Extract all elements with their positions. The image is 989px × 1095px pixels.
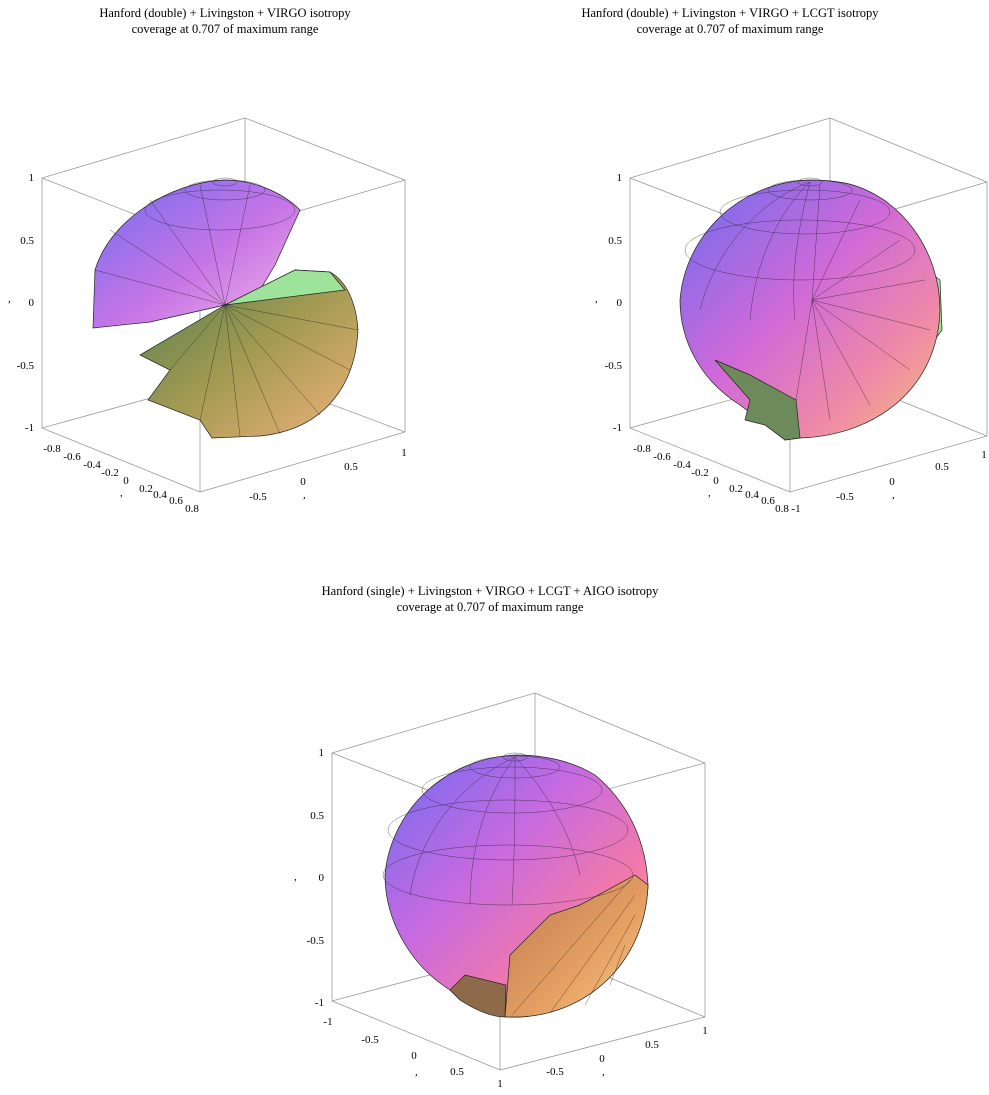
chart-2-x-tick-1: -0.8 bbox=[633, 443, 651, 455]
chart-1-title: Hanford (double) + Livingston + VIRGO is… bbox=[99, 6, 351, 20]
chart-1-z-tick-2: 0.5 bbox=[20, 235, 34, 247]
chart-3-y-tick-1: -0.5 bbox=[546, 1066, 564, 1078]
chart-2-z-tick-1: 1 bbox=[617, 172, 623, 184]
chart-2-z-ticks: 1 0.5 0 -0.5 -1 bbox=[605, 172, 623, 434]
chart-1-plot: 1 0.5 0 -0.5 -1 , -0.8 -0.6 -0.4 -0.2 0 … bbox=[8, 117, 407, 515]
chart-1-y-tick-1: -0.5 bbox=[249, 491, 267, 503]
chart-2-y-tick-2: -0.5 bbox=[836, 491, 854, 503]
chart-3-y-tick-4: 1 bbox=[702, 1025, 708, 1037]
chart-3-z-ticks: 1 0.5 0 -0.5 -1 bbox=[307, 747, 325, 1009]
chart-3-y-ticks: -0.5 0 0.5 1 bbox=[546, 1025, 707, 1078]
chart-panel-3: Hanford (single) + Livingston + VIRGO + … bbox=[250, 575, 750, 1095]
chart-2-mesh bbox=[684, 177, 931, 421]
chart-2-x-ticks: -0.8 -0.6 -0.4 -0.2 0 0.2 0.4 0.6 0.8 bbox=[633, 443, 789, 515]
chart-1-x-tick-1: -0.8 bbox=[43, 443, 61, 455]
chart-1-y-tick-4: 1 bbox=[401, 447, 407, 459]
chart-1-x-tick-8: 0.6 bbox=[169, 495, 183, 507]
chart-3-x-tick-2: -0.5 bbox=[361, 1034, 379, 1046]
chart-1-upper-lobe bbox=[92, 179, 301, 329]
chart-1-subtitle: coverage at 0.707 of maximum range bbox=[131, 22, 319, 36]
chart-1-green-sliver bbox=[224, 269, 346, 306]
chart-2-x-tick-2: -0.6 bbox=[653, 451, 671, 463]
chart-2-plot: 1 0.5 0 -0.5 -1 , -0.8 -0.6 -0.4 -0.2 0 … bbox=[595, 117, 988, 515]
chart-2-y-tick-5: 1 bbox=[981, 449, 987, 461]
chart-1-y-ticks: -0.5 0 0.5 1 bbox=[249, 447, 406, 503]
chart-3-z-tick-1: 1 bbox=[319, 747, 325, 759]
chart-3-y-tick-2: 0 bbox=[599, 1053, 605, 1065]
chart-2-y-tick-4: 0.5 bbox=[935, 461, 949, 473]
chart-2-y-tick-1: -1 bbox=[791, 503, 800, 515]
chart-3-mesh bbox=[382, 752, 636, 1016]
chart-3-y-tick-3: 0.5 bbox=[645, 1039, 659, 1051]
chart-2-lower-step bbox=[714, 359, 801, 441]
chart-3-dark-base bbox=[449, 974, 507, 1018]
chart-2-x-tick-3: -0.4 bbox=[673, 459, 691, 471]
chart-1-title-block: Hanford (double) + Livingston + VIRGO is… bbox=[75, 5, 375, 37]
chart-1-x-tick-2: -0.6 bbox=[63, 451, 81, 463]
chart-1-x-tick-9: 0.8 bbox=[185, 503, 199, 515]
chart-1-mesh bbox=[94, 177, 359, 437]
chart-1-x-label: , bbox=[120, 487, 123, 499]
chart-3-z-tick-4: -0.5 bbox=[307, 935, 325, 947]
chart-1-x-tick-6: 0.2 bbox=[139, 483, 153, 495]
chart-3-lower-lobe bbox=[504, 874, 649, 1018]
chart-3-surface bbox=[384, 754, 649, 1018]
chart-2-x-tick-9: 0.8 bbox=[775, 503, 789, 515]
chart-3-x-label: , bbox=[415, 1066, 418, 1078]
chart-2-x-tick-6: 0.2 bbox=[729, 483, 743, 495]
chart-2-surface bbox=[679, 179, 943, 441]
chart-panel-2: Hanford (double) + Livingston + VIRGO + … bbox=[500, 0, 989, 530]
chart-2-x-tick-7: 0.4 bbox=[745, 489, 759, 501]
chart-3-subtitle: coverage at 0.707 of maximum range bbox=[396, 600, 584, 614]
chart-1-y-tick-2: 0 bbox=[300, 476, 306, 488]
chart-2-x-tick-8: 0.6 bbox=[761, 495, 775, 507]
chart-1-z-tick-5: -1 bbox=[25, 422, 34, 434]
chart-3-z-tick-5: -1 bbox=[315, 997, 324, 1009]
chart-3-y-label: , bbox=[602, 1066, 605, 1078]
chart-2-z-tick-4: -0.5 bbox=[605, 360, 623, 372]
chart-1-z-tick-1: 1 bbox=[29, 172, 35, 184]
chart-1-x-tick-4: -0.2 bbox=[101, 467, 118, 479]
chart-2-x-label: , bbox=[708, 487, 711, 499]
chart-2-z-tick-3: 0 bbox=[617, 297, 623, 309]
chart-2-z-tick-5: -1 bbox=[613, 422, 622, 434]
chart-2-x-tick-4: -0.2 bbox=[691, 467, 708, 479]
chart-2-y-tick-3: 0 bbox=[889, 476, 895, 488]
chart-3-x-ticks: -1 -0.5 0 0.5 1 bbox=[323, 1016, 502, 1090]
chart-2-z-label: , bbox=[595, 293, 598, 305]
chart-1-x-ticks: -0.8 -0.6 -0.4 -0.2 0 0.2 0.4 0.6 0.8 bbox=[43, 443, 199, 515]
chart-1-z-ticks: 1 0.5 0 -0.5 -1 bbox=[17, 172, 35, 434]
chart-3-x-tick-1: -1 bbox=[323, 1016, 332, 1028]
chart-2-y-label: , bbox=[892, 489, 895, 501]
chart-3-z-label: , bbox=[294, 871, 297, 883]
chart-3-x-tick-3: 0 bbox=[411, 1050, 417, 1062]
chart-3-plot: 1 0.5 0 -0.5 -1 , -1 -0.5 0 0.5 1 , -0.5… bbox=[294, 692, 708, 1090]
chart-1-z-tick-3: 0 bbox=[29, 297, 35, 309]
chart-1-x-tick-5: 0 bbox=[123, 475, 129, 487]
chart-3-z-tick-3: 0 bbox=[319, 872, 325, 884]
chart-3-x-tick-4: 0.5 bbox=[450, 1066, 464, 1078]
chart-3-x-tick-5: 1 bbox=[497, 1078, 503, 1090]
chart-1-x-tick-3: -0.4 bbox=[83, 459, 101, 471]
chart-3-title-block: Hanford (single) + Livingston + VIRGO + … bbox=[275, 583, 705, 615]
chart-1-y-label: , bbox=[303, 489, 306, 501]
chart-3-title: Hanford (single) + Livingston + VIRGO + … bbox=[321, 584, 659, 598]
chart-2-z-tick-2: 0.5 bbox=[608, 235, 622, 247]
chart-1-z-tick-4: -0.5 bbox=[17, 360, 35, 372]
chart-1-z-label: , bbox=[8, 293, 11, 305]
chart-1-x-tick-7: 0.4 bbox=[153, 489, 167, 501]
chart-1-y-tick-3: 0.5 bbox=[344, 461, 358, 473]
chart-panel-1: Hanford (double) + Livingston + VIRGO is… bbox=[0, 0, 470, 530]
chart-2-subtitle: coverage at 0.707 of maximum range bbox=[636, 22, 824, 36]
chart-2-x-tick-5: 0 bbox=[713, 475, 719, 487]
chart-2-title: Hanford (double) + Livingston + VIRGO + … bbox=[581, 6, 879, 20]
chart-2-title-block: Hanford (double) + Livingston + VIRGO + … bbox=[560, 5, 900, 37]
chart-2-y-ticks: -1 -0.5 0 0.5 1 bbox=[791, 449, 986, 515]
chart-3-z-tick-2: 0.5 bbox=[310, 810, 324, 822]
